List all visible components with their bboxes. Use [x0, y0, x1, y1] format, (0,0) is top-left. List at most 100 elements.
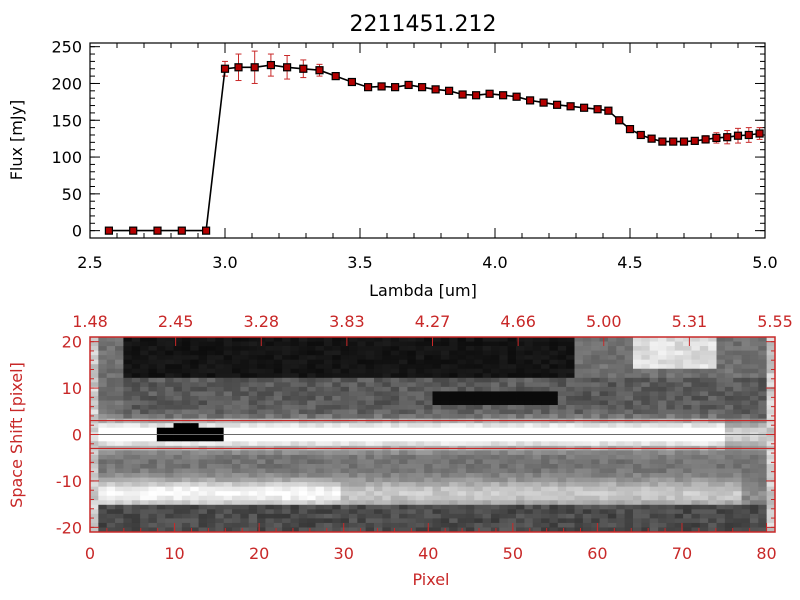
image-pixel: [340, 491, 350, 497]
image-pixel: [507, 368, 517, 374]
image-pixel: [465, 359, 475, 365]
image-pixel: [332, 395, 342, 401]
image-pixel: [708, 477, 717, 483]
image-pixel: [532, 473, 542, 478]
image-pixel: [549, 500, 559, 506]
image-pixel: [574, 473, 584, 478]
image-pixel: [123, 522, 133, 528]
image-pixel: [240, 468, 250, 474]
image-pixel: [273, 337, 283, 342]
image-pixel: [415, 355, 425, 361]
image-pixel: [449, 468, 458, 474]
image-pixel: [165, 482, 174, 488]
image-pixel: [733, 459, 742, 465]
image-pixel: [374, 350, 383, 356]
image-pixel: [524, 391, 534, 397]
image-pixel: [282, 441, 291, 447]
image-pixel: [424, 364, 433, 370]
image-pixel: [265, 527, 275, 533]
data-point: [234, 63, 243, 72]
image-pixel: [557, 468, 567, 474]
image-pixel: [524, 436, 534, 442]
image-pixel: [265, 477, 275, 483]
data-point: [690, 136, 699, 145]
image-pixel: [148, 441, 158, 447]
image-pixel: [649, 463, 659, 469]
image-pixel: [348, 359, 358, 365]
image-pixel: [181, 513, 191, 519]
image-pixel: [649, 477, 659, 483]
image-pixel: [140, 355, 149, 361]
image-pixel: [440, 400, 450, 406]
image-pixel: [457, 409, 467, 415]
image-pixel: [140, 337, 149, 342]
image-pixel: [407, 477, 417, 483]
image-pixel: [541, 414, 550, 420]
image-pixel: [282, 377, 291, 383]
image-pixel: [499, 337, 509, 342]
image-pixel: [607, 441, 617, 447]
image-pixel: [298, 350, 308, 356]
image-pixel: [649, 509, 659, 515]
image-pixel: [607, 386, 617, 392]
image-pixel: [658, 486, 667, 492]
image-pixel: [290, 414, 300, 420]
image-pixel: [691, 368, 701, 374]
image-pixel: [290, 450, 300, 456]
image-pixel: [424, 468, 433, 474]
image-pixel: [232, 409, 241, 415]
image-pixel: [607, 459, 617, 465]
image-pixel: [674, 373, 684, 379]
image-pixel: [131, 454, 141, 460]
image-pixel: [632, 346, 642, 351]
image-pixel: [683, 509, 692, 515]
image-pixel: [290, 341, 300, 347]
image-pixel: [591, 341, 600, 347]
image-pixel: [323, 395, 333, 401]
image-pixel: [674, 427, 684, 433]
image-pixel: [741, 454, 751, 460]
image-pixel: [490, 359, 500, 365]
image-pixel: [641, 527, 651, 533]
image-pixel: [156, 382, 166, 388]
image-pixel: [516, 463, 525, 469]
image-pixel: [691, 500, 701, 506]
image-pixel: [315, 459, 325, 465]
image-pixel: [248, 373, 258, 379]
image-pixel: [273, 454, 283, 460]
image-pixel: [699, 454, 709, 460]
image-pixel: [90, 364, 99, 370]
image-pixel: [440, 500, 450, 506]
image-pixel: [399, 450, 408, 456]
image-pixel: [215, 341, 225, 347]
image-pixel: [340, 355, 350, 361]
image-pixel: [173, 395, 183, 401]
image-pixel: [215, 382, 225, 388]
image-pixel: [173, 382, 183, 388]
image-pixel: [374, 500, 383, 506]
image-pixel: [198, 459, 208, 465]
image-pixel: [115, 414, 124, 420]
image-pixel: [741, 504, 751, 510]
image-pixel: [449, 414, 458, 420]
image-pixel: [215, 482, 225, 488]
image-pixel: [215, 486, 225, 492]
image-pixel: [524, 355, 534, 361]
image-pixel: [190, 341, 199, 347]
image-pixel: [591, 491, 600, 497]
image-pixel: [90, 450, 99, 456]
image-pixel: [449, 364, 458, 370]
image-pixel: [749, 350, 759, 356]
image-pixel: [616, 386, 626, 392]
image-pixel: [499, 500, 509, 506]
image-pixel: [298, 436, 308, 442]
image-pixel: [666, 436, 676, 442]
image-pixel: [98, 441, 108, 447]
image-pixel: [766, 513, 776, 519]
image-pixel: [332, 423, 342, 429]
image-pixel: [607, 500, 617, 506]
image-pixel: [683, 346, 692, 351]
image-pixel: [248, 468, 258, 474]
image-pixel: [591, 513, 600, 519]
image-pixel: [641, 495, 651, 501]
